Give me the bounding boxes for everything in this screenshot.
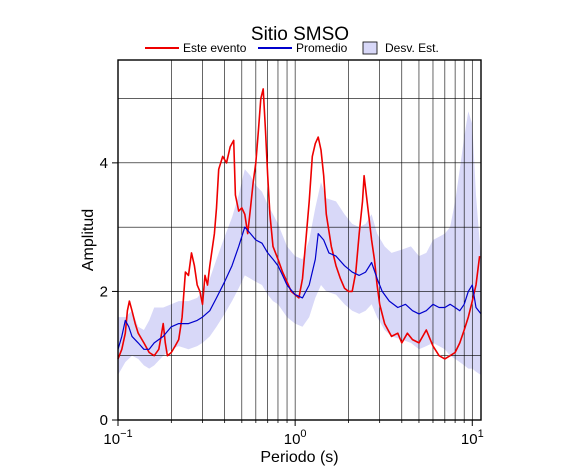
chart-title: Sitio SMSO	[251, 24, 349, 45]
y-tick-label: 2	[100, 283, 108, 300]
x-tick-label: 10−1	[103, 428, 132, 448]
y-axis-label: Amplitud	[80, 209, 97, 271]
legend-label: Este evento	[183, 41, 247, 55]
x-tick-label: 100	[284, 428, 307, 448]
series-line-promedio	[117, 226, 482, 350]
y-tick-label: 4	[100, 155, 108, 172]
x-tick-label: 101	[461, 428, 484, 448]
plot-area: 10−1 100 101 0 2 4	[100, 59, 484, 448]
legend-label: Desv. Est.	[385, 41, 439, 55]
legend-label: Promedio	[296, 41, 348, 55]
legend-box-swatch	[362, 41, 378, 55]
std-dev-band	[118, 111, 481, 376]
series-line-este-evento	[117, 88, 481, 360]
legend: Este evento Promedio Desv. Est.	[145, 41, 439, 55]
x-axis-label: Periodo (s)	[260, 449, 338, 466]
y-tick-label: 0	[100, 412, 108, 429]
plot-frame	[117, 59, 482, 421]
